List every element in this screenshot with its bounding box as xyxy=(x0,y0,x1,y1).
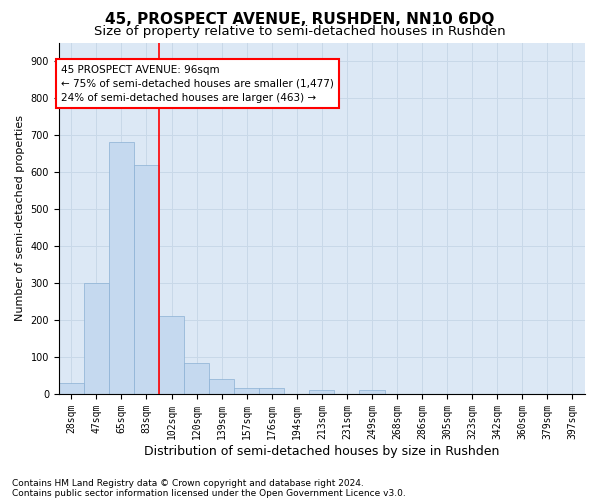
X-axis label: Distribution of semi-detached houses by size in Rushden: Distribution of semi-detached houses by … xyxy=(144,444,500,458)
Bar xyxy=(134,164,159,394)
Bar xyxy=(359,390,385,394)
Y-axis label: Number of semi-detached properties: Number of semi-detached properties xyxy=(15,115,25,321)
Bar xyxy=(310,390,334,394)
Text: 45 PROSPECT AVENUE: 96sqm
← 75% of semi-detached houses are smaller (1,477)
24% : 45 PROSPECT AVENUE: 96sqm ← 75% of semi-… xyxy=(61,64,334,102)
Bar xyxy=(234,388,259,394)
Bar xyxy=(159,316,184,394)
Bar xyxy=(209,379,234,394)
Bar xyxy=(59,383,84,394)
Bar xyxy=(84,283,109,394)
Text: Contains public sector information licensed under the Open Government Licence v3: Contains public sector information licen… xyxy=(12,488,406,498)
Text: Contains HM Land Registry data © Crown copyright and database right 2024.: Contains HM Land Registry data © Crown c… xyxy=(12,478,364,488)
Bar xyxy=(184,362,209,394)
Bar xyxy=(109,142,134,394)
Bar xyxy=(259,388,284,394)
Text: Size of property relative to semi-detached houses in Rushden: Size of property relative to semi-detach… xyxy=(94,25,506,38)
Text: 45, PROSPECT AVENUE, RUSHDEN, NN10 6DQ: 45, PROSPECT AVENUE, RUSHDEN, NN10 6DQ xyxy=(106,12,494,28)
